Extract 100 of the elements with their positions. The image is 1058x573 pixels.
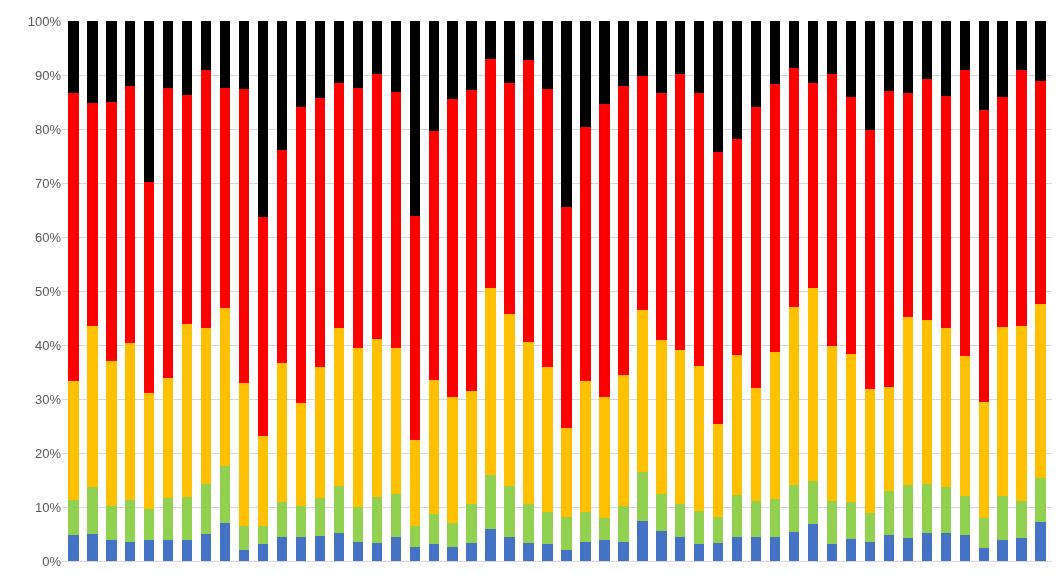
bar [276, 537, 288, 561]
bar [656, 92, 667, 341]
bar [940, 96, 952, 329]
bar [333, 82, 345, 328]
bar [637, 310, 648, 473]
bar [902, 92, 914, 317]
bar [618, 541, 629, 561]
bar [883, 491, 895, 536]
bar [580, 21, 591, 128]
bar [200, 21, 212, 71]
bar [485, 474, 496, 529]
bar [561, 207, 572, 428]
bar [314, 367, 326, 498]
bar [864, 129, 876, 390]
bar [87, 487, 98, 534]
bar [257, 436, 269, 527]
bar [371, 339, 383, 497]
bar [106, 505, 117, 540]
bar [1016, 21, 1027, 70]
bar [769, 352, 781, 500]
bar [68, 21, 79, 94]
bar [921, 532, 933, 561]
bar [921, 320, 933, 485]
bar [1035, 21, 1046, 81]
bar [352, 87, 364, 348]
bar [921, 484, 933, 533]
bar [238, 88, 250, 383]
bar [959, 21, 970, 70]
bar [144, 539, 155, 561]
bar [257, 544, 269, 561]
bar [447, 21, 458, 99]
bar [314, 497, 326, 537]
bar [144, 508, 155, 540]
bar [200, 534, 212, 561]
bar [523, 504, 534, 543]
bar [599, 103, 610, 398]
bar [125, 343, 136, 500]
bar [504, 537, 515, 561]
bar [618, 375, 629, 506]
bar [599, 539, 610, 561]
bar [68, 535, 79, 561]
bar [352, 541, 364, 561]
bar [712, 542, 724, 561]
bar [750, 21, 762, 108]
bar [599, 517, 610, 540]
bar [162, 497, 174, 540]
bar [694, 21, 705, 93]
bar [826, 501, 838, 544]
bar [276, 362, 288, 503]
bar [788, 531, 800, 561]
bar [523, 60, 534, 343]
bar [181, 94, 193, 325]
y-tick-label: 80% [34, 121, 62, 137]
bar [845, 502, 857, 539]
bar [390, 91, 402, 348]
bar [807, 82, 819, 289]
bar [656, 530, 667, 561]
bar [959, 69, 970, 356]
bar [390, 347, 402, 495]
bar [864, 389, 876, 513]
bar [485, 288, 496, 475]
bar [181, 497, 193, 541]
bar [333, 21, 345, 83]
bar [997, 326, 1008, 496]
bar [1035, 522, 1046, 561]
bar [181, 324, 193, 498]
bar [864, 541, 876, 561]
bar [826, 74, 838, 347]
bar [219, 307, 231, 466]
bar [87, 325, 98, 488]
bar [807, 480, 819, 524]
bar [428, 514, 439, 544]
y-tick-label: 50% [34, 283, 62, 299]
bar [409, 21, 420, 216]
bar [959, 355, 970, 496]
bar [542, 544, 553, 561]
bar [106, 21, 117, 102]
bar [788, 307, 800, 485]
bar [997, 97, 1008, 327]
bar [200, 483, 212, 534]
bar [542, 511, 553, 545]
bar [200, 70, 212, 328]
bar [542, 21, 553, 89]
bar [144, 182, 155, 393]
bar [750, 107, 762, 389]
bar [694, 92, 705, 367]
bar [162, 21, 174, 88]
bar [333, 486, 345, 533]
bar [409, 439, 420, 527]
bar [352, 507, 364, 542]
bar [409, 526, 420, 547]
bar [333, 532, 345, 561]
bar [618, 21, 629, 87]
bar [106, 102, 117, 361]
bar [731, 495, 743, 538]
bar [675, 74, 686, 351]
bar [504, 21, 515, 83]
bar [295, 536, 307, 561]
bar [978, 548, 989, 561]
bar [978, 517, 989, 549]
